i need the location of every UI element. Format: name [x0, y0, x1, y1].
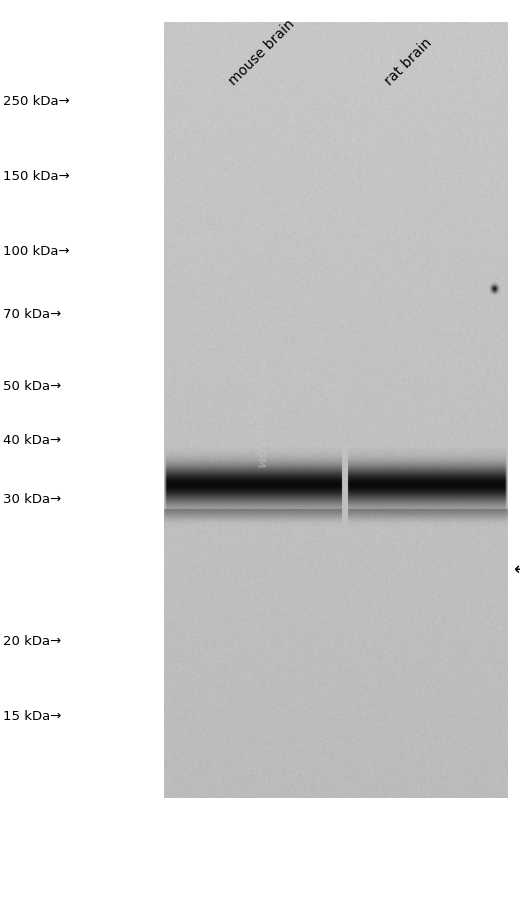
Text: ←: ← [513, 560, 520, 578]
Text: 150 kDa→: 150 kDa→ [3, 170, 69, 182]
Text: 50 kDa→: 50 kDa→ [3, 380, 61, 392]
Text: 30 kDa→: 30 kDa→ [3, 492, 61, 505]
Text: 70 kDa→: 70 kDa→ [3, 308, 61, 320]
Text: 15 kDa→: 15 kDa→ [3, 709, 61, 722]
Text: WWW.PTGLAB.COM: WWW.PTGLAB.COM [255, 354, 265, 467]
Text: 100 kDa→: 100 kDa→ [3, 244, 69, 257]
Text: 250 kDa→: 250 kDa→ [3, 95, 69, 107]
Text: 40 kDa→: 40 kDa→ [3, 434, 61, 446]
Text: rat brain: rat brain [383, 36, 435, 88]
Text: mouse brain: mouse brain [227, 17, 298, 88]
Text: 20 kDa→: 20 kDa→ [3, 634, 61, 647]
